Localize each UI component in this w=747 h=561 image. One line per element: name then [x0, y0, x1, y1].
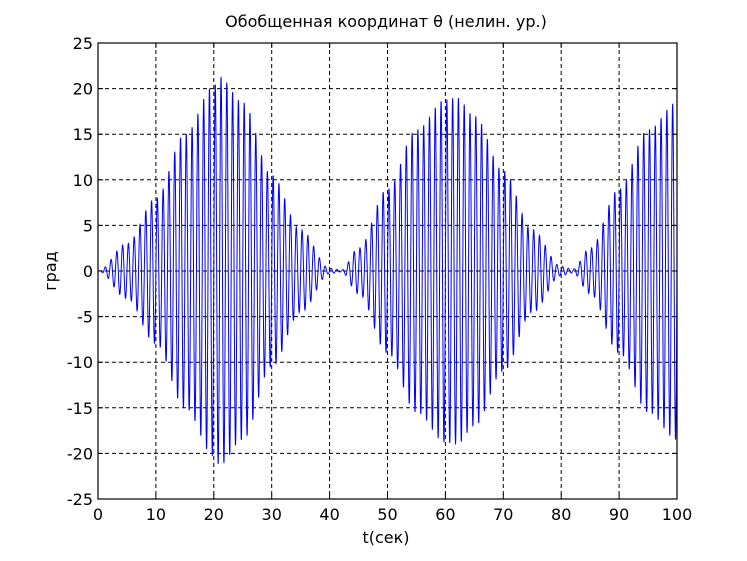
- x-tick-label: 10: [146, 505, 166, 524]
- y-tick-label: -5: [77, 308, 93, 327]
- x-tick-label: 0: [93, 505, 103, 524]
- y-tick-label: 25: [73, 34, 93, 53]
- y-tick-label: -25: [67, 490, 93, 509]
- x-tick-label: 40: [319, 505, 339, 524]
- x-tick-label: 60: [435, 505, 455, 524]
- y-tick-label: -15: [67, 399, 93, 418]
- y-tick-label: -10: [67, 353, 93, 372]
- y-tick-label: 5: [83, 216, 93, 235]
- x-tick-label: 80: [551, 505, 571, 524]
- y-tick-label: 0: [83, 262, 93, 281]
- x-tick-label: 30: [262, 505, 282, 524]
- y-tick-label: 10: [73, 171, 93, 190]
- x-tick-label: 70: [493, 505, 513, 524]
- y-axis-label: град: [41, 251, 60, 290]
- y-tick-label: -20: [67, 444, 93, 463]
- x-tick-label: 100: [662, 505, 693, 524]
- series-layer: [98, 76, 678, 464]
- x-tick-label: 20: [204, 505, 224, 524]
- x-tick-label: 90: [609, 505, 629, 524]
- chart-title: Обобщенная координат θ (нелин. ур.): [225, 12, 547, 31]
- y-tick-label: 15: [73, 125, 93, 144]
- x-tick-label: 50: [377, 505, 397, 524]
- series-line: [98, 76, 678, 464]
- y-tick-label: 20: [73, 80, 93, 99]
- x-axis-label: t(сек): [362, 528, 409, 547]
- ticks: 0 10 20 30 40 50 60 70 80 90 1002520151050-5-10-15…: [67, 34, 692, 524]
